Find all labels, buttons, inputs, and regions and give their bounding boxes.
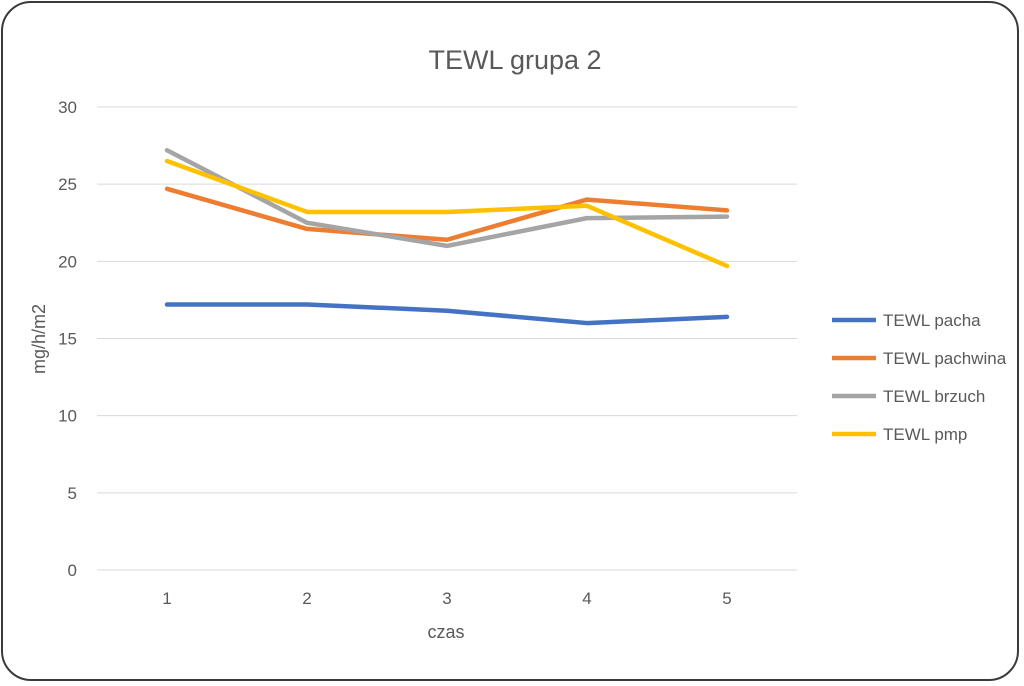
- gridlines: [97, 106, 797, 571]
- series-line-tewl-pacha: [164, 302, 730, 326]
- y-tick-label: 0: [68, 561, 77, 580]
- legend-label: TEWL pachwina: [883, 349, 1007, 368]
- legend-label: TEWL pmp: [883, 425, 967, 444]
- x-tick-label: 3: [442, 589, 451, 608]
- y-tick-label: 15: [58, 330, 77, 349]
- y-tick-label: 25: [58, 175, 77, 194]
- x-tick-label: 1: [162, 589, 171, 608]
- x-axis-ticks: 1 2 3 4 5: [162, 589, 731, 608]
- x-tick-label: 2: [302, 589, 311, 608]
- y-tick-label: 10: [58, 407, 77, 426]
- y-tick-label: 5: [68, 484, 77, 503]
- y-axis-label: mg/h/m2: [29, 304, 49, 374]
- y-tick-label: 30: [58, 98, 77, 117]
- legend-label: TEWL pacha: [883, 311, 981, 330]
- x-tick-label: 5: [722, 589, 731, 608]
- y-tick-label: 20: [58, 252, 77, 271]
- series-lines: [164, 147, 730, 326]
- chart-title: TEWL grupa 2: [428, 45, 601, 75]
- x-tick-label: 4: [582, 589, 591, 608]
- y-axis-ticks: 0 5 10 15 20 25 30: [58, 98, 77, 580]
- x-axis-label: czas: [427, 622, 464, 642]
- legend: TEWL pacha TEWL pachwina TEWL brzuch TEWL p…: [832, 311, 1007, 444]
- legend-label: TEWL brzuch: [883, 387, 985, 406]
